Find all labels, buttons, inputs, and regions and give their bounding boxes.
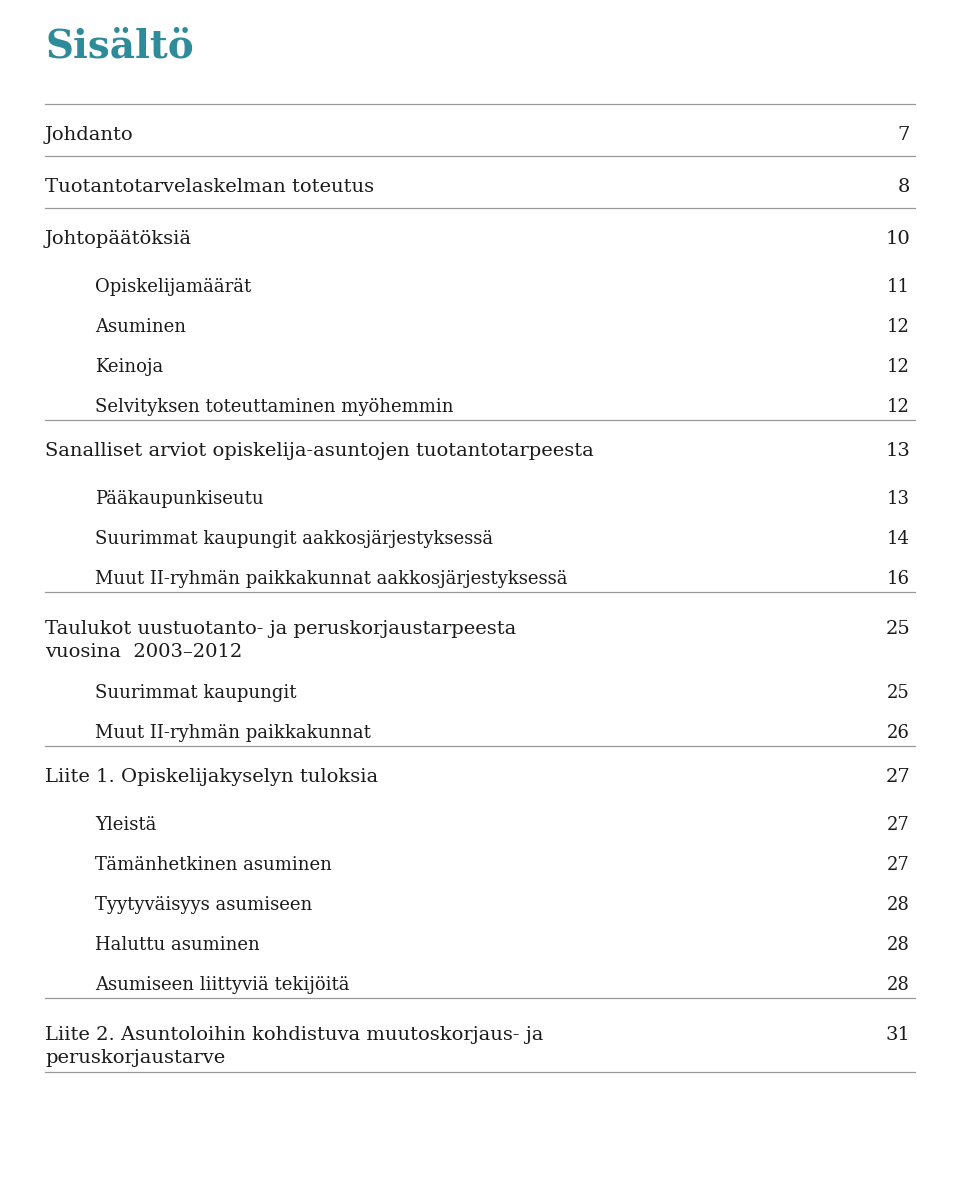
Text: 31: 31	[885, 1027, 910, 1044]
Text: Tyytyväisyys asumiseen: Tyytyväisyys asumiseen	[95, 896, 312, 914]
Text: Pääkaupunkiseutu: Pääkaupunkiseutu	[95, 490, 264, 508]
Text: 25: 25	[885, 620, 910, 638]
Text: 8: 8	[898, 178, 910, 195]
Text: Liite 2. Asuntoloihin kohdistuva muutoskorjaus- ja
peruskorjaustarve: Liite 2. Asuntoloihin kohdistuva muutosk…	[45, 1027, 543, 1067]
Text: 25: 25	[887, 684, 910, 702]
Text: Sisältö: Sisältö	[45, 28, 194, 66]
Text: Sanalliset arviot opiskelija-asuntojen tuotantotarpeesta: Sanalliset arviot opiskelija-asuntojen t…	[45, 442, 593, 459]
Text: Yleistä: Yleistä	[95, 816, 156, 834]
Text: 28: 28	[887, 976, 910, 995]
Text: 10: 10	[885, 230, 910, 247]
Text: Asumiseen liittyviä tekijöitä: Asumiseen liittyviä tekijöitä	[95, 976, 349, 995]
Text: Tämänhetkinen asuminen: Tämänhetkinen asuminen	[95, 856, 332, 874]
Text: 26: 26	[887, 723, 910, 742]
Text: 16: 16	[887, 570, 910, 588]
Text: Suurimmat kaupungit aakkosjärjestyksessä: Suurimmat kaupungit aakkosjärjestyksessä	[95, 530, 493, 548]
Text: Johdanto: Johdanto	[45, 126, 133, 143]
Text: Suurimmat kaupungit: Suurimmat kaupungit	[95, 684, 297, 702]
Text: 11: 11	[887, 278, 910, 296]
Text: Haluttu asuminen: Haluttu asuminen	[95, 937, 260, 954]
Text: Liite 1. Opiskelijakyselyn tuloksia: Liite 1. Opiskelijakyselyn tuloksia	[45, 767, 378, 786]
Text: Opiskelijamäärät: Opiskelijamäärät	[95, 278, 252, 296]
Text: 12: 12	[887, 358, 910, 377]
Text: 12: 12	[887, 318, 910, 336]
Text: Tuotantotarvelaskelman toteutus: Tuotantotarvelaskelman toteutus	[45, 178, 374, 195]
Text: 27: 27	[887, 856, 910, 874]
Text: Johtopäätöksiä: Johtopäätöksiä	[45, 230, 192, 247]
Text: 14: 14	[887, 530, 910, 548]
Text: Keinoja: Keinoja	[95, 358, 163, 377]
Text: Selvityksen toteuttaminen myöhemmin: Selvityksen toteuttaminen myöhemmin	[95, 398, 453, 416]
Text: 7: 7	[898, 126, 910, 143]
Text: Muut II-ryhmän paikkakunnat aakkosjärjestyksessä: Muut II-ryhmän paikkakunnat aakkosjärjes…	[95, 570, 567, 588]
Text: 13: 13	[885, 442, 910, 459]
Text: Asuminen: Asuminen	[95, 318, 186, 336]
Text: 27: 27	[887, 816, 910, 834]
Text: 13: 13	[887, 490, 910, 508]
Text: 12: 12	[887, 398, 910, 416]
Text: Muut II-ryhmän paikkakunnat: Muut II-ryhmän paikkakunnat	[95, 723, 371, 742]
Text: 28: 28	[887, 896, 910, 914]
Text: 27: 27	[885, 767, 910, 786]
Text: 28: 28	[887, 937, 910, 954]
Text: Taulukot uustuotanto- ja peruskorjaustarpeesta
vuosina  2003–2012: Taulukot uustuotanto- ja peruskorjaustar…	[45, 620, 516, 661]
